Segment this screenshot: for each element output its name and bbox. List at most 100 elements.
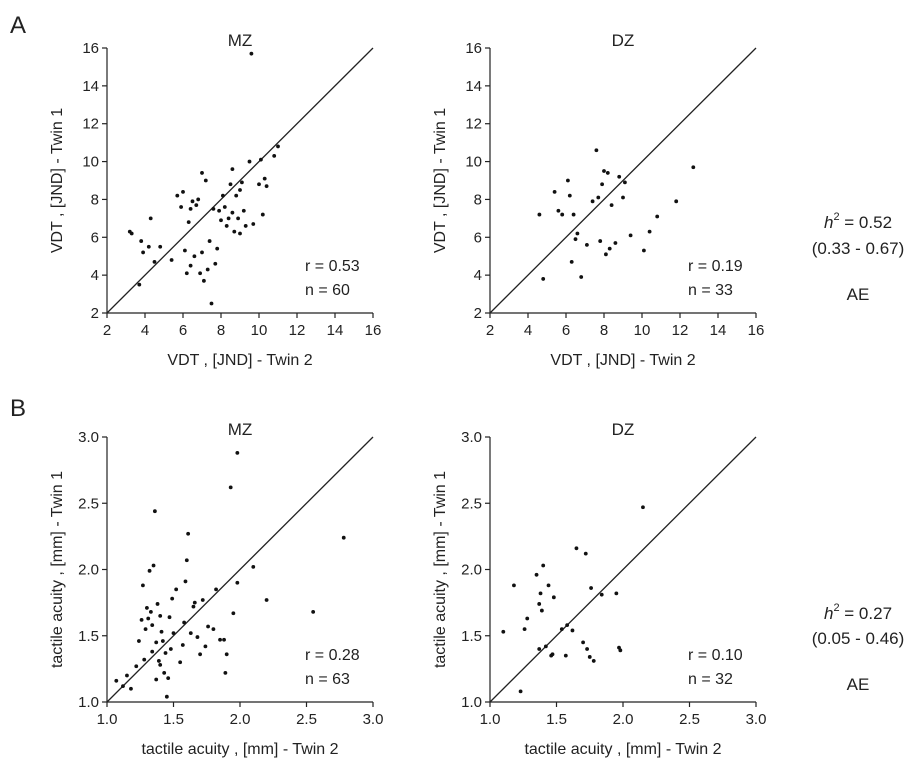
data-point [590, 199, 595, 204]
data-point [206, 624, 210, 629]
x-tick-label: 8 [600, 322, 608, 339]
data-point [579, 275, 584, 279]
data-point [194, 203, 199, 208]
data-point [560, 212, 565, 217]
data-point [566, 178, 570, 183]
data-point [211, 627, 216, 632]
data-point [141, 250, 146, 255]
data-point [605, 171, 610, 175]
data-point [591, 659, 596, 663]
x-tick-label: 6 [562, 322, 570, 339]
data-point [188, 631, 193, 635]
scatter-plot-dz-b: 1.0 1.5 2.0 2.5 3.0 1.0 1.5 2.0 2.5 3.0 tactile ac… [432, 420, 766, 758]
data-point [541, 277, 546, 281]
heritability-model: AE [847, 285, 870, 304]
data-point [537, 602, 542, 606]
y-tick-label: 4 [474, 267, 482, 284]
data-point [238, 231, 242, 236]
data-point [621, 195, 625, 200]
data-point [170, 596, 175, 601]
data-point [179, 205, 184, 209]
data-point [148, 610, 153, 614]
y-tick-label: 2 [474, 305, 482, 322]
data-point [575, 231, 580, 236]
data-point [559, 627, 564, 632]
plot-title: DZ [612, 31, 635, 50]
data-point [163, 651, 168, 655]
data-point [617, 174, 622, 179]
data-point [655, 214, 660, 219]
data-point [537, 647, 542, 651]
y-tick-label: 6 [91, 229, 99, 246]
x-tick-label: 8 [217, 322, 225, 339]
data-point [512, 583, 516, 588]
data-point [218, 637, 222, 642]
y-tick-label: 3.0 [78, 429, 99, 446]
data-point [198, 271, 203, 276]
data-point [224, 652, 229, 657]
data-point [228, 485, 233, 490]
correlation-label: r = 0.19 [688, 258, 743, 275]
data-point [184, 271, 189, 276]
row-b: B 1.0 1.5 2.0 2.5 3.0 1.0 1.5 2.0 2.5 3.0 tactile a… [10, 395, 904, 758]
data-point [137, 639, 141, 643]
data-point [604, 252, 608, 257]
y-tick-label: 16 [465, 40, 482, 57]
data-point [534, 572, 539, 577]
data-point [205, 267, 210, 272]
data-point [143, 627, 148, 632]
data-point [251, 222, 256, 226]
data-point [139, 239, 144, 243]
data-point [259, 157, 263, 162]
heritability-annotation: h2 = 0.52 (0.33 - 0.67) AE [812, 211, 905, 304]
data-point [551, 595, 556, 600]
data-point [183, 248, 187, 253]
data-point [571, 212, 576, 217]
data-point [222, 637, 226, 642]
data-point [129, 686, 133, 691]
y-tick-label: 6 [474, 229, 482, 246]
data-point [236, 216, 241, 221]
plot-title: MZ [228, 420, 253, 439]
data-point [600, 182, 604, 187]
row-a: A 2 4 6 8 10 12 14 16 2 4 6 8 10 12 14 16 VDT , [JND] - T… [10, 12, 904, 369]
data-point [238, 188, 242, 192]
data-point [230, 210, 235, 215]
data-point [642, 248, 646, 253]
data-point [573, 237, 578, 242]
y-tick-label: 2 [91, 305, 99, 322]
data-point [262, 176, 267, 181]
y-tick-label: 10 [82, 154, 99, 171]
data-point [589, 586, 593, 590]
x-tick-label: 1.5 [546, 711, 567, 728]
data-point [184, 558, 189, 563]
data-point [196, 197, 201, 202]
x-axis-label: VDT , [JND] - Twin 2 [550, 352, 695, 369]
sample-size-label: n = 33 [688, 282, 733, 299]
data-point [178, 660, 183, 665]
y-tick-label: 1.5 [461, 628, 482, 645]
data-point [543, 644, 548, 649]
x-tick-label: 2 [486, 322, 494, 339]
data-point [203, 178, 208, 183]
data-point [311, 610, 316, 614]
y-tick-label: 2.0 [461, 562, 482, 579]
data-point [567, 193, 572, 198]
x-axis-label: VDT , [JND] - Twin 2 [167, 352, 312, 369]
data-point [159, 629, 164, 634]
scatter-plot-dz-a: 2 4 6 8 10 12 14 16 2 4 6 8 10 12 14 16 VDT , [JND] - Tw… [432, 31, 764, 369]
data-point [186, 531, 191, 536]
data-point [583, 551, 588, 556]
data-point [563, 653, 568, 658]
x-tick-label: 4 [524, 322, 532, 339]
x-tick-label: 2.5 [296, 711, 317, 728]
data-point [155, 602, 160, 606]
x-tick-label: 1.5 [163, 711, 184, 728]
y-tick-label: 12 [82, 116, 99, 133]
x-tick-label: 10 [251, 322, 268, 339]
data-point [235, 580, 240, 585]
y-axis-label: VDT , [JND] - Twin 1 [432, 108, 449, 253]
data-point [154, 677, 159, 682]
data-point [158, 613, 163, 618]
data-point [539, 608, 544, 613]
